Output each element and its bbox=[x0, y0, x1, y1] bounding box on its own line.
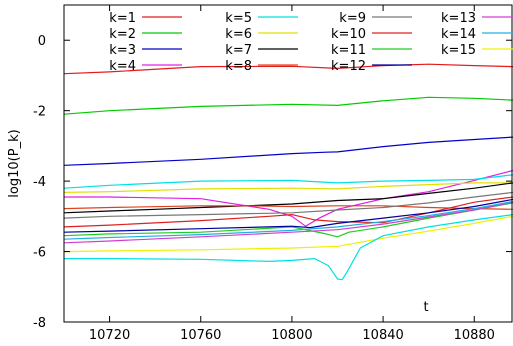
x-tick-label: 10720 bbox=[89, 328, 130, 343]
x-tick-label: 10840 bbox=[362, 328, 403, 343]
legend-label: k=3 bbox=[109, 43, 136, 58]
series-line-k=4 bbox=[64, 169, 513, 227]
series-line-k=9 bbox=[64, 191, 513, 219]
legend-label: k=14 bbox=[441, 27, 476, 42]
axis-ticks: 10720 10760 10800 10840 10880 -8 -6 -4 -2 0 bbox=[33, 5, 512, 343]
legend-label: k=2 bbox=[109, 27, 136, 42]
series-line-k=12 bbox=[64, 198, 513, 233]
x-tick-label: 10760 bbox=[180, 328, 221, 343]
y-tick-label: -2 bbox=[33, 105, 46, 120]
x-tick-label: 10800 bbox=[271, 328, 312, 343]
series-line-k=13 bbox=[64, 201, 513, 244]
series-line-k=5 bbox=[64, 174, 513, 189]
plot-frame bbox=[63, 4, 513, 323]
series-line-k=14 bbox=[64, 200, 513, 240]
legend-label: k=12 bbox=[331, 59, 366, 74]
series-line-extra-15 bbox=[64, 214, 513, 281]
legend-label: k=1 bbox=[109, 11, 136, 26]
series-line-k=7 bbox=[64, 182, 513, 214]
series-line-k=1 bbox=[64, 63, 513, 75]
y-tick-label: -6 bbox=[33, 246, 46, 261]
legend: k=1k=2k=3k=4 k=5k=6k=7k=8 k=9k=10k=11k=12 k… bbox=[109, 11, 513, 74]
legend-label: k=6 bbox=[225, 27, 252, 42]
legend-label: k=5 bbox=[225, 11, 252, 26]
legend-label: k=15 bbox=[441, 43, 476, 58]
series-line-k=11 bbox=[64, 202, 513, 238]
series-line-k=2 bbox=[64, 96, 513, 115]
series-layer bbox=[64, 63, 513, 281]
y-tick-label: -8 bbox=[33, 316, 46, 331]
series-line-k=15 bbox=[64, 215, 513, 253]
legend-label: k=8 bbox=[225, 59, 252, 74]
legend-label: k=11 bbox=[331, 43, 366, 58]
series-line-k=6 bbox=[64, 182, 513, 193]
x-tick-label: 10880 bbox=[454, 328, 495, 343]
series-line-k=10 bbox=[64, 196, 513, 228]
y-tick-label: -4 bbox=[33, 175, 46, 190]
legend-label: k=10 bbox=[331, 27, 366, 42]
legend-label: k=9 bbox=[339, 11, 366, 26]
legend-label: k=7 bbox=[225, 43, 252, 58]
series-line-k=3 bbox=[64, 136, 513, 166]
legend-label: k=13 bbox=[441, 11, 476, 26]
legend-label: k=4 bbox=[109, 59, 136, 74]
y-tick-label: 0 bbox=[38, 34, 46, 49]
y-axis-label: log10(P_k) bbox=[7, 129, 22, 197]
x-axis-label: t bbox=[423, 300, 428, 315]
